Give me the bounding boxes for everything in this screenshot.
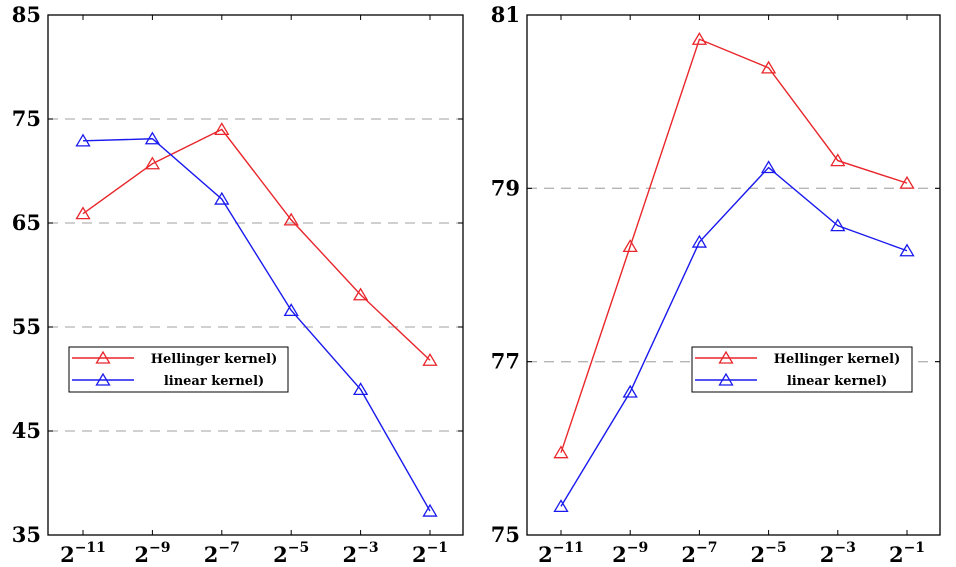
y-tick-label: 79 (491, 175, 520, 200)
series-line (82, 138, 431, 512)
data-point-marker (691, 31, 708, 45)
data-point-marker (830, 153, 846, 167)
data-point-marker (283, 212, 299, 226)
y-tick-label: 35 (12, 522, 41, 547)
plot-frame (47, 14, 464, 536)
data-point-marker (830, 218, 846, 232)
legend-label: linear kernel) (787, 374, 887, 389)
data-point-marker (144, 156, 161, 170)
legend-label: Hellinger kernel) (151, 352, 278, 367)
series-2 (553, 160, 915, 513)
data-point-marker (553, 499, 569, 513)
legend: Hellinger kernel) linear kernel) (691, 346, 913, 393)
x-tick-label: 2−1 (412, 540, 448, 567)
data-point-marker (283, 303, 299, 317)
y-tick-label: 45 (12, 418, 41, 443)
legend-label: Hellinger kernel) (774, 352, 901, 367)
y-tick-label: 75 (491, 522, 520, 547)
y-tick-label: 85 (12, 2, 41, 27)
data-point-marker (553, 445, 569, 459)
legend-marker (718, 372, 734, 386)
y-tick-label: 65 (12, 210, 41, 235)
y-tick-label: 55 (12, 314, 41, 339)
data-point-marker (760, 160, 777, 174)
data-point-marker (422, 503, 438, 517)
y-tick-label: 81 (491, 2, 520, 27)
data-point-marker (899, 243, 915, 257)
chart-panel-2: 75 77 79 81 2−11 2−9 2−7 2−5 2−3 2−1 Hellinger ker… (491, 2, 941, 567)
chart-panel-1: 35 45 55 65 75 85 2−11 2−9 2−7 2−5 2−3 2−1 Hellinger… (12, 2, 464, 567)
data-point-marker (622, 384, 638, 398)
data-point-marker (760, 60, 777, 74)
x-tick-label: 2−11 (538, 540, 584, 567)
legend-marker (95, 372, 111, 386)
series-1 (75, 122, 438, 366)
x-tick-label: 2−5 (751, 540, 787, 567)
data-point-marker (352, 287, 369, 301)
legend-marker (718, 350, 734, 364)
x-tick-label: 2−11 (60, 540, 106, 567)
y-tick-label: 75 (12, 106, 41, 131)
data-point-marker (352, 382, 369, 396)
series-2 (75, 131, 438, 517)
legend-marker (95, 350, 111, 364)
x-tick-label: 2−7 (204, 540, 240, 567)
data-point-marker (214, 191, 230, 205)
x-tick-label: 2−9 (134, 540, 170, 567)
x-tick-label: 2−1 (889, 540, 925, 567)
legend: Hellinger kernel) linear kernel) (68, 346, 289, 393)
legend-label: linear kernel) (164, 374, 264, 389)
y-tick-label: 77 (491, 349, 520, 374)
data-point-marker (899, 175, 915, 189)
plot-frame (526, 14, 941, 536)
series-line (82, 128, 431, 361)
x-tick-label: 2−5 (273, 540, 309, 567)
data-point-marker (691, 234, 708, 248)
series-1 (553, 31, 915, 459)
data-point-marker (622, 239, 638, 253)
x-tick-label: 2−3 (343, 540, 379, 567)
data-point-marker (214, 122, 230, 136)
data-point-marker (75, 133, 91, 147)
data-point-marker (422, 353, 438, 366)
data-point-marker (144, 131, 161, 145)
data-point-marker (75, 206, 91, 220)
x-tick-label: 2−3 (820, 540, 856, 567)
series-line (560, 38, 908, 453)
x-tick-label: 2−7 (681, 540, 717, 567)
series-line (560, 166, 908, 507)
x-tick-label: 2−9 (612, 540, 648, 567)
